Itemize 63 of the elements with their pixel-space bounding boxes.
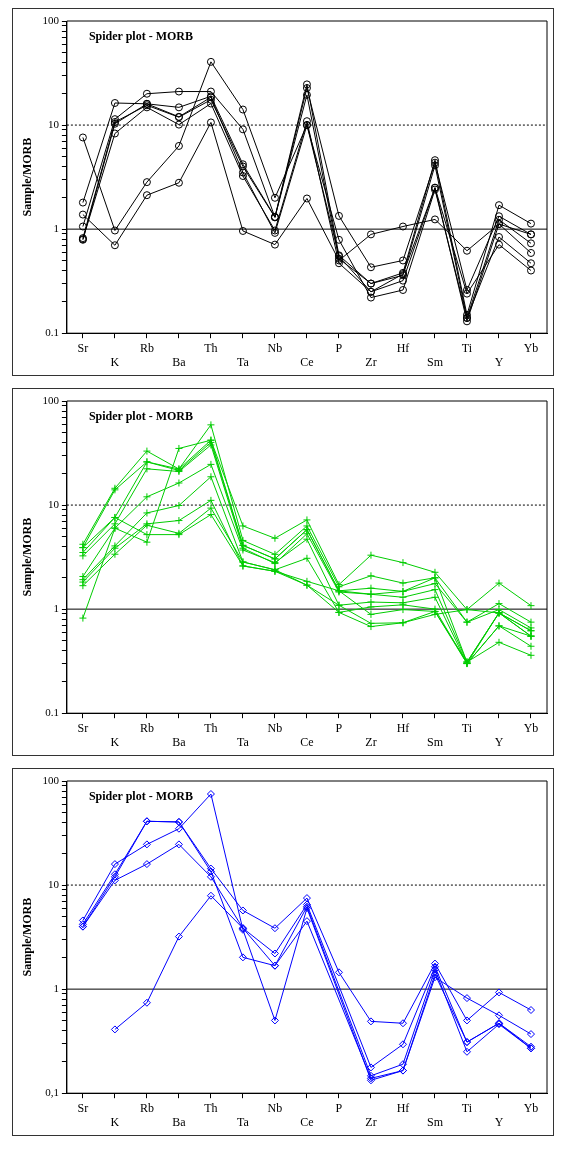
x-tick-label: Y (494, 1114, 504, 1129)
x-tick-label: K (110, 354, 120, 369)
text: Spider plot - MORB (88, 409, 194, 424)
x-tick-label: Ce (300, 1114, 314, 1129)
x-tick-label: Ta (237, 734, 250, 749)
x-tick-label: Sm (426, 734, 444, 749)
y-tick-label: 10 (47, 117, 60, 130)
x-tick-label: Ti (461, 720, 473, 735)
x-tick-label: Th (204, 340, 218, 355)
y-tick-label: 1 (53, 602, 59, 615)
y-tick-label: 0.1 (45, 706, 59, 719)
x-tick-label: Yb (523, 720, 539, 735)
text: Spider plot - MORB (88, 789, 194, 804)
x-tick-label: Hf (396, 720, 410, 735)
x-tick-label: Sr (77, 720, 89, 735)
x-tick-label: Ce (300, 734, 314, 749)
y-tick-label: 0.1 (45, 326, 59, 339)
x-tick-label: Ta (237, 1114, 250, 1129)
x-tick-label: Zr (365, 1114, 377, 1129)
x-tick-label: Ta (237, 354, 250, 369)
x-tick-label: Yb (523, 340, 539, 355)
x-tick-label: Nb (267, 720, 283, 735)
x-tick-label: Y (494, 734, 504, 749)
x-tick-label: Nb (267, 1100, 283, 1115)
y-tick-label: 1 (53, 222, 59, 235)
x-tick-label: P (335, 720, 343, 735)
x-tick-label: Ti (461, 1100, 473, 1115)
x-tick-label: Sm (426, 354, 444, 369)
x-tick-label: P (335, 1100, 343, 1115)
y-tick-label: 1 (53, 982, 59, 995)
y-tick-label: 0,1 (45, 1086, 59, 1099)
x-tick-label: P (335, 340, 343, 355)
text: Spider plot - MORB (88, 29, 194, 44)
x-tick-label: Hf (396, 340, 410, 355)
y-axis-title: Sample/MORB (20, 897, 35, 977)
x-tick-label: Th (204, 720, 218, 735)
x-tick-label: Ba (172, 734, 187, 749)
y-tick-label: 100 (42, 13, 60, 26)
y-axis-title: Sample/MORB (20, 517, 35, 597)
x-tick-label: Ti (461, 340, 473, 355)
x-tick-label: Yb (523, 1100, 539, 1115)
x-tick-label: Sr (77, 340, 89, 355)
y-tick-label: 10 (47, 877, 60, 890)
x-tick-label: Ba (172, 1114, 187, 1129)
y-tick-label: 100 (42, 773, 60, 786)
x-tick-label: K (110, 1114, 120, 1129)
x-tick-label: Nb (267, 340, 283, 355)
x-tick-label: Sr (77, 1100, 89, 1115)
x-tick-label: Y (494, 354, 504, 369)
x-tick-label: Zr (365, 734, 377, 749)
x-tick-label: Rb (139, 340, 154, 355)
y-tick-label: 100 (42, 393, 60, 406)
x-tick-label: Ce (300, 354, 314, 369)
x-tick-label: Rb (139, 720, 154, 735)
x-tick-label: K (110, 734, 120, 749)
x-tick-label: Zr (365, 354, 377, 369)
y-axis-title: Sample/MORB (20, 137, 35, 217)
x-tick-label: Ba (172, 354, 187, 369)
x-tick-label: Rb (139, 1100, 154, 1115)
y-tick-label: 10 (47, 497, 60, 510)
x-tick-label: Hf (396, 1100, 410, 1115)
x-tick-label: Sm (426, 1114, 444, 1129)
x-tick-label: Th (204, 1100, 218, 1115)
